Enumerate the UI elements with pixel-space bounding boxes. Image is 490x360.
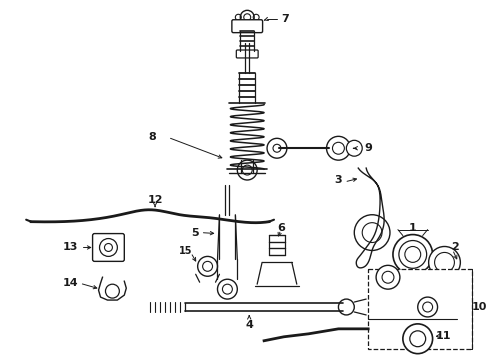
Text: 7: 7 — [281, 14, 289, 24]
Text: 4: 4 — [245, 320, 253, 330]
Circle shape — [354, 215, 390, 251]
Text: 14: 14 — [63, 278, 78, 288]
Circle shape — [393, 235, 433, 274]
Circle shape — [403, 324, 433, 354]
Circle shape — [339, 299, 354, 315]
Circle shape — [197, 256, 218, 276]
Circle shape — [326, 136, 350, 160]
Circle shape — [218, 279, 237, 299]
Text: 15: 15 — [179, 247, 193, 256]
Circle shape — [429, 247, 461, 278]
Text: 2: 2 — [451, 243, 459, 252]
Text: 12: 12 — [147, 195, 163, 205]
Circle shape — [240, 10, 254, 24]
FancyBboxPatch shape — [232, 20, 263, 33]
Circle shape — [105, 284, 120, 298]
Text: 5: 5 — [191, 228, 198, 238]
Text: 10: 10 — [471, 302, 487, 312]
Bar — [368, 269, 472, 349]
Text: 13: 13 — [63, 243, 78, 252]
Text: 3: 3 — [335, 175, 342, 185]
FancyBboxPatch shape — [93, 234, 124, 261]
Circle shape — [418, 297, 438, 317]
Text: 11: 11 — [436, 331, 451, 341]
Text: 8: 8 — [148, 132, 156, 142]
FancyBboxPatch shape — [236, 50, 258, 58]
Circle shape — [237, 160, 257, 180]
Text: 1: 1 — [409, 222, 416, 233]
Text: 6: 6 — [277, 222, 285, 233]
Text: 9: 9 — [364, 143, 372, 153]
Circle shape — [267, 138, 287, 158]
Circle shape — [346, 140, 362, 156]
Circle shape — [376, 265, 400, 289]
